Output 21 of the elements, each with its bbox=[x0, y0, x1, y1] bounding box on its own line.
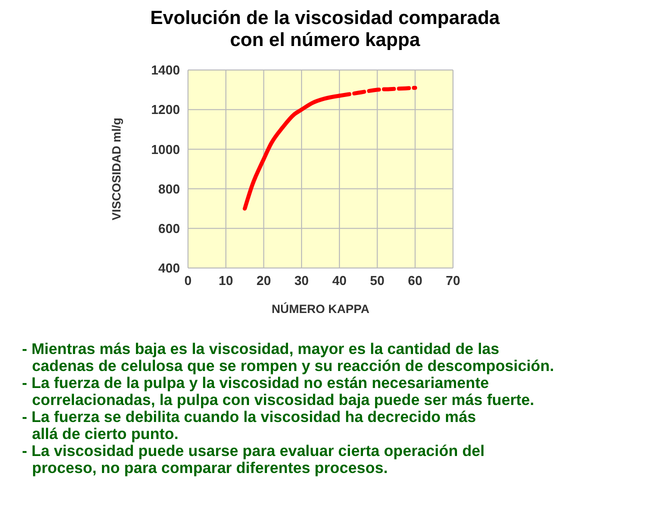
text: - La viscosidad puede usarse para evaluar cierta operación del proceso, no para comparar diferentes procesos. bbox=[22, 443, 486, 477]
x-tick-label: 60 bbox=[408, 273, 422, 288]
y-tick-label: 800 bbox=[158, 181, 180, 196]
x-tick-label: 50 bbox=[370, 273, 385, 288]
x-tick-label: 70 bbox=[446, 273, 460, 288]
y-tick-label: 1000 bbox=[151, 142, 180, 157]
x-tick-label: 40 bbox=[332, 273, 347, 288]
x-tick-label: 30 bbox=[294, 273, 309, 288]
y-tick-label: 400 bbox=[158, 260, 180, 276]
text: - Mientras más baja es la viscosidad, mayor es la cantidad de las cadenas de celulosa que se rompen y su reacción de descomposición. bbox=[22, 341, 556, 375]
y-tick-label: 1400 bbox=[151, 62, 180, 78]
text: - La fuerza se debilita cuando la viscosidad ha decrecido más allá de cierto punto. bbox=[22, 409, 477, 443]
x-tick-label: 0 bbox=[184, 273, 192, 288]
y-tick-label: 600 bbox=[158, 221, 180, 236]
x-tick-label: 10 bbox=[218, 273, 234, 288]
y-axis-title: VISCOSIDAD ml/g bbox=[109, 118, 124, 220]
text: - La fuerza de la pulpa y la viscosidad no están necesariamente correlacionadas, la pulpa con viscosidad baja puede ser más fuerte. bbox=[22, 375, 536, 409]
x-axis-title: NÚMERO KAPPA bbox=[272, 302, 370, 316]
chart-title: Evolución de la viscosidad comparada con el número kappa bbox=[149, 8, 501, 52]
x-tick-label: 20 bbox=[256, 273, 271, 288]
y-tick-label: 1200 bbox=[151, 102, 180, 118]
